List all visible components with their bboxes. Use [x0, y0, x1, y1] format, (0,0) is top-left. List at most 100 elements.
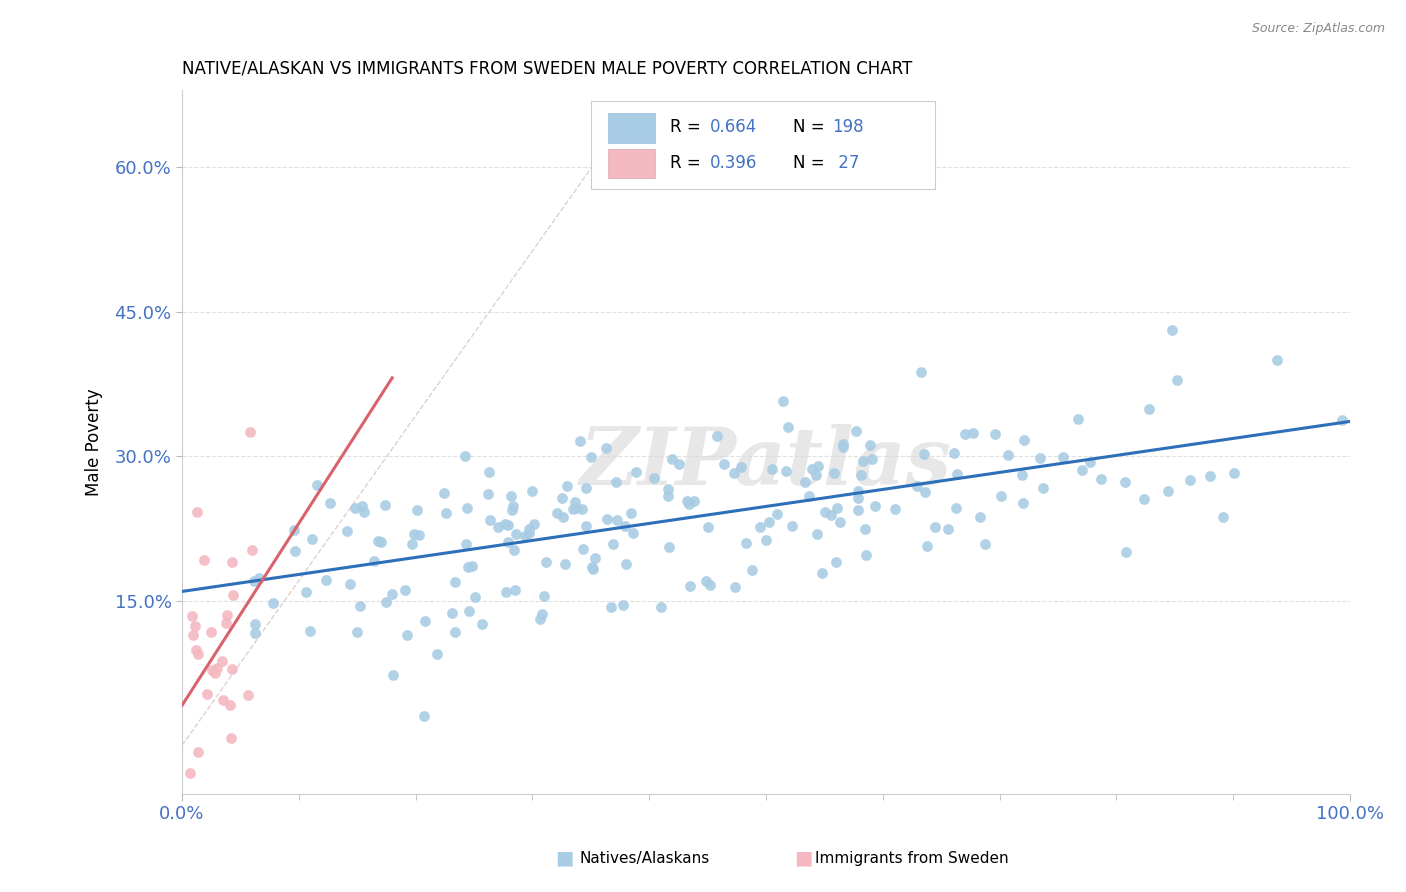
- Point: [530, 607, 553, 622]
- Point: [848, 491, 870, 505]
- Point: [413, 708, 436, 723]
- Point: [1029, 451, 1052, 466]
- Point: [799, 489, 821, 503]
- Point: [283, 523, 305, 537]
- Point: [181, 628, 204, 642]
- Point: [575, 519, 598, 533]
- Point: [860, 451, 883, 466]
- Text: R =: R =: [671, 119, 706, 136]
- Point: [806, 468, 828, 483]
- Point: [1115, 545, 1137, 559]
- Point: [1132, 491, 1154, 506]
- Point: [505, 527, 527, 541]
- Point: [461, 559, 484, 574]
- Point: [1331, 413, 1354, 427]
- Point: [179, 766, 201, 780]
- Point: [1267, 352, 1289, 367]
- Point: [997, 448, 1019, 462]
- Point: [201, 663, 224, 677]
- Point: [426, 647, 449, 661]
- Point: [832, 441, 855, 455]
- Point: [247, 571, 270, 585]
- Point: [793, 475, 815, 489]
- Point: [1223, 466, 1246, 480]
- Point: [523, 516, 546, 531]
- Point: [1032, 481, 1054, 495]
- Point: [240, 543, 263, 558]
- Point: [557, 479, 579, 493]
- Point: [443, 624, 465, 639]
- Point: [346, 624, 368, 639]
- Point: [1067, 412, 1090, 426]
- Point: [780, 519, 803, 533]
- Point: [807, 459, 830, 474]
- Point: [723, 466, 745, 480]
- Point: [679, 579, 702, 593]
- Point: [204, 665, 226, 680]
- Point: [370, 534, 392, 549]
- Point: [806, 527, 828, 541]
- Point: [846, 484, 869, 499]
- Point: [457, 559, 479, 574]
- Point: [620, 506, 643, 520]
- Point: [678, 497, 700, 511]
- Point: [596, 511, 619, 525]
- Point: [394, 583, 416, 598]
- Point: [456, 501, 478, 516]
- Y-axis label: Male Poverty: Male Poverty: [86, 388, 103, 496]
- Point: [517, 525, 540, 540]
- Point: [477, 487, 499, 501]
- Point: [186, 642, 208, 657]
- Point: [413, 615, 436, 629]
- Point: [582, 562, 605, 576]
- Point: [305, 477, 328, 491]
- Point: [396, 627, 419, 641]
- Point: [501, 503, 523, 517]
- Point: [855, 548, 877, 562]
- Point: [599, 599, 621, 614]
- Point: [298, 624, 321, 638]
- Point: [824, 555, 846, 569]
- Point: [823, 466, 845, 480]
- Text: Natives/Alaskans: Natives/Alaskans: [579, 851, 710, 865]
- Point: [553, 510, 575, 524]
- Point: [496, 534, 519, 549]
- Point: [828, 516, 851, 530]
- Point: [551, 491, 574, 505]
- Point: [602, 536, 624, 550]
- Point: [1160, 323, 1182, 337]
- Point: [605, 475, 627, 490]
- Point: [200, 624, 222, 639]
- Point: [193, 553, 215, 567]
- Point: [441, 606, 464, 620]
- Point: [657, 489, 679, 503]
- Point: [374, 594, 396, 608]
- Point: [554, 557, 576, 571]
- Point: [946, 467, 969, 481]
- Point: [699, 578, 721, 592]
- Point: [643, 471, 665, 485]
- Point: [758, 516, 780, 530]
- Point: [205, 660, 228, 674]
- Point: [464, 591, 486, 605]
- Point: [581, 559, 603, 574]
- Point: [595, 441, 617, 455]
- Point: [624, 465, 647, 479]
- Point: [846, 503, 869, 517]
- Text: Immigrants from Sweden: Immigrants from Sweden: [815, 851, 1010, 865]
- Point: [621, 526, 644, 541]
- Point: [772, 394, 794, 409]
- Point: [973, 537, 995, 551]
- Point: [572, 541, 595, 556]
- Point: [1178, 473, 1201, 487]
- Point: [222, 588, 245, 602]
- Text: N =: N =: [793, 119, 830, 136]
- Point: [614, 558, 637, 572]
- Point: [936, 523, 959, 537]
- Point: [215, 616, 238, 631]
- Point: [336, 524, 359, 538]
- Point: [827, 500, 849, 515]
- Point: [408, 528, 430, 542]
- Point: [533, 590, 555, 604]
- Point: [845, 424, 868, 438]
